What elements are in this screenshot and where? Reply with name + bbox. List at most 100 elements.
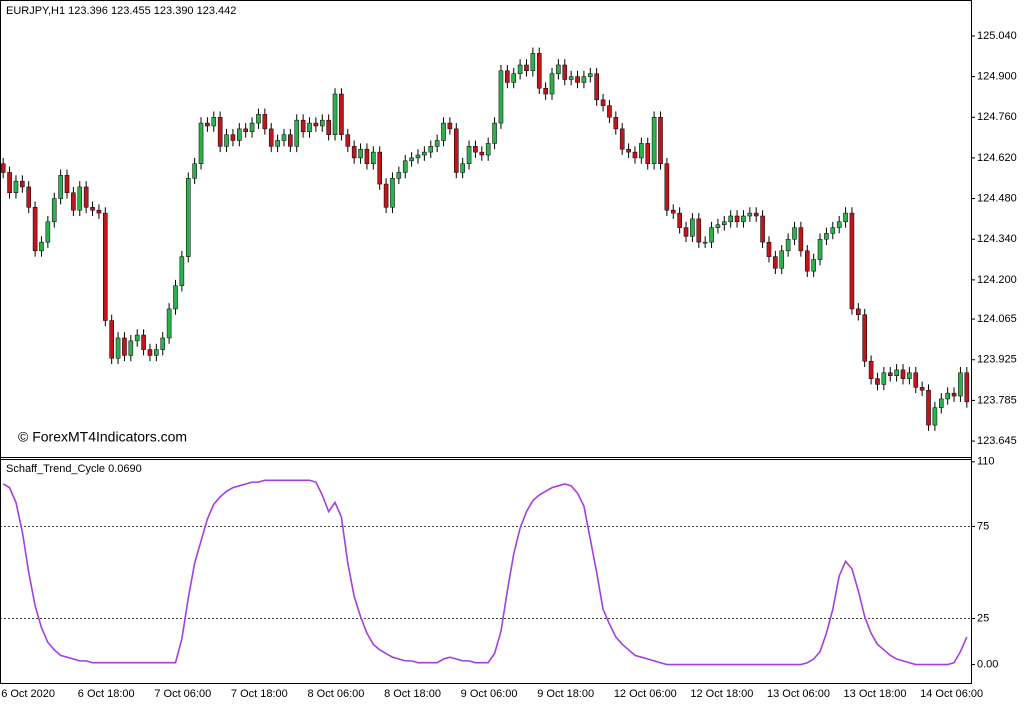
candle-body <box>39 241 44 252</box>
candle-body <box>875 378 880 385</box>
candle-body <box>326 119 331 135</box>
candle-body <box>926 389 931 426</box>
candle-body <box>77 186 83 211</box>
candle-body <box>836 221 842 228</box>
candle-body <box>294 119 300 147</box>
y-tick-label: 75 <box>977 520 989 532</box>
candle-body <box>281 134 287 141</box>
candle-body <box>690 218 695 237</box>
candle-body <box>498 70 504 124</box>
candle-body <box>779 250 785 269</box>
candle-body <box>185 177 191 257</box>
indicator-line <box>2 479 968 666</box>
x-tick-label: 13 Oct 18:00 <box>844 688 907 700</box>
candle-body <box>339 93 344 135</box>
candle-body <box>747 212 753 217</box>
candle-body <box>804 250 810 272</box>
candle-body <box>702 241 708 244</box>
candle-body <box>651 117 657 164</box>
candle-body <box>288 134 293 147</box>
candle-body <box>492 122 497 144</box>
candle-body <box>932 407 938 426</box>
watermark: © ForexMT4Indicators.com <box>18 429 187 445</box>
candle-body <box>798 227 804 252</box>
y-tick-label: 123.925 <box>977 354 1017 366</box>
candle-body <box>670 209 676 214</box>
candle-body <box>824 233 829 240</box>
y-tick-label: 25 <box>977 612 989 624</box>
y-tick-label: 125.040 <box>977 30 1017 42</box>
candle-body <box>141 334 146 350</box>
candle-body <box>364 148 370 164</box>
candle-body <box>913 372 919 388</box>
frame <box>0 0 972 684</box>
x-tick-label: 9 Oct 18:00 <box>537 688 594 700</box>
candle-body <box>224 134 229 147</box>
candle-body <box>300 119 306 133</box>
candle-body <box>664 163 670 211</box>
candle-body <box>20 180 25 188</box>
candle-body <box>907 372 912 379</box>
candle-body <box>7 172 12 194</box>
x-tick-label: 7 Oct 18:00 <box>231 688 288 700</box>
candle-body <box>619 128 625 150</box>
candle-body <box>128 340 134 356</box>
candle-body <box>217 117 223 147</box>
y-tick-label: 110 <box>977 456 995 468</box>
candle-body <box>0 163 6 173</box>
x-tick-label: 14 Oct 06:00 <box>920 688 983 700</box>
y-tick-label: 124.760 <box>977 111 1017 123</box>
indicator-title: Schaff_Trend_Cycle 0.0690 <box>6 463 142 475</box>
candle-body <box>543 87 548 95</box>
candle-body <box>479 151 485 156</box>
y-tick-label: 124.340 <box>977 233 1017 245</box>
candle-body <box>568 76 574 80</box>
candle-body <box>741 215 746 223</box>
candle-body <box>453 128 459 173</box>
candle-body <box>358 148 363 159</box>
candle-body <box>575 76 580 83</box>
candle-body <box>862 314 867 362</box>
candle-body <box>773 256 778 269</box>
y-tick-label: 124.200 <box>977 274 1017 286</box>
candle-body <box>268 128 274 147</box>
candle-body <box>319 119 325 127</box>
candle-body <box>383 183 389 208</box>
candle-body <box>639 143 644 159</box>
candle-body <box>600 99 606 106</box>
candle-body <box>371 151 376 164</box>
candle-body <box>856 308 861 315</box>
candle-body <box>887 372 893 376</box>
candle-body <box>811 259 816 272</box>
candle-body <box>434 140 440 147</box>
candle-body <box>396 172 402 179</box>
candle-body <box>466 146 472 164</box>
candle-body <box>83 186 89 208</box>
candle-body <box>313 122 319 127</box>
candle-body <box>817 238 823 260</box>
candle-body <box>154 349 159 356</box>
candle-body <box>211 117 217 127</box>
candle-body <box>530 53 536 72</box>
candle-body <box>830 227 836 234</box>
candle-body <box>549 73 555 95</box>
candle-body <box>945 392 950 400</box>
candle-body <box>849 212 855 310</box>
candle-body <box>607 105 612 118</box>
candle-body <box>562 64 568 80</box>
candle-body <box>307 122 312 133</box>
candle-body <box>881 372 887 385</box>
y-tick-label: 123.785 <box>977 394 1017 406</box>
candle-body <box>198 122 204 164</box>
candle-body <box>249 122 255 133</box>
candle-body <box>134 334 140 342</box>
candle-body <box>658 117 663 164</box>
candle-body <box>230 134 236 141</box>
candle-body <box>192 163 197 179</box>
candle-body <box>71 192 76 211</box>
candle-body <box>753 212 759 217</box>
candle-body <box>262 114 268 130</box>
x-tick-label: 8 Oct 18:00 <box>384 688 441 700</box>
